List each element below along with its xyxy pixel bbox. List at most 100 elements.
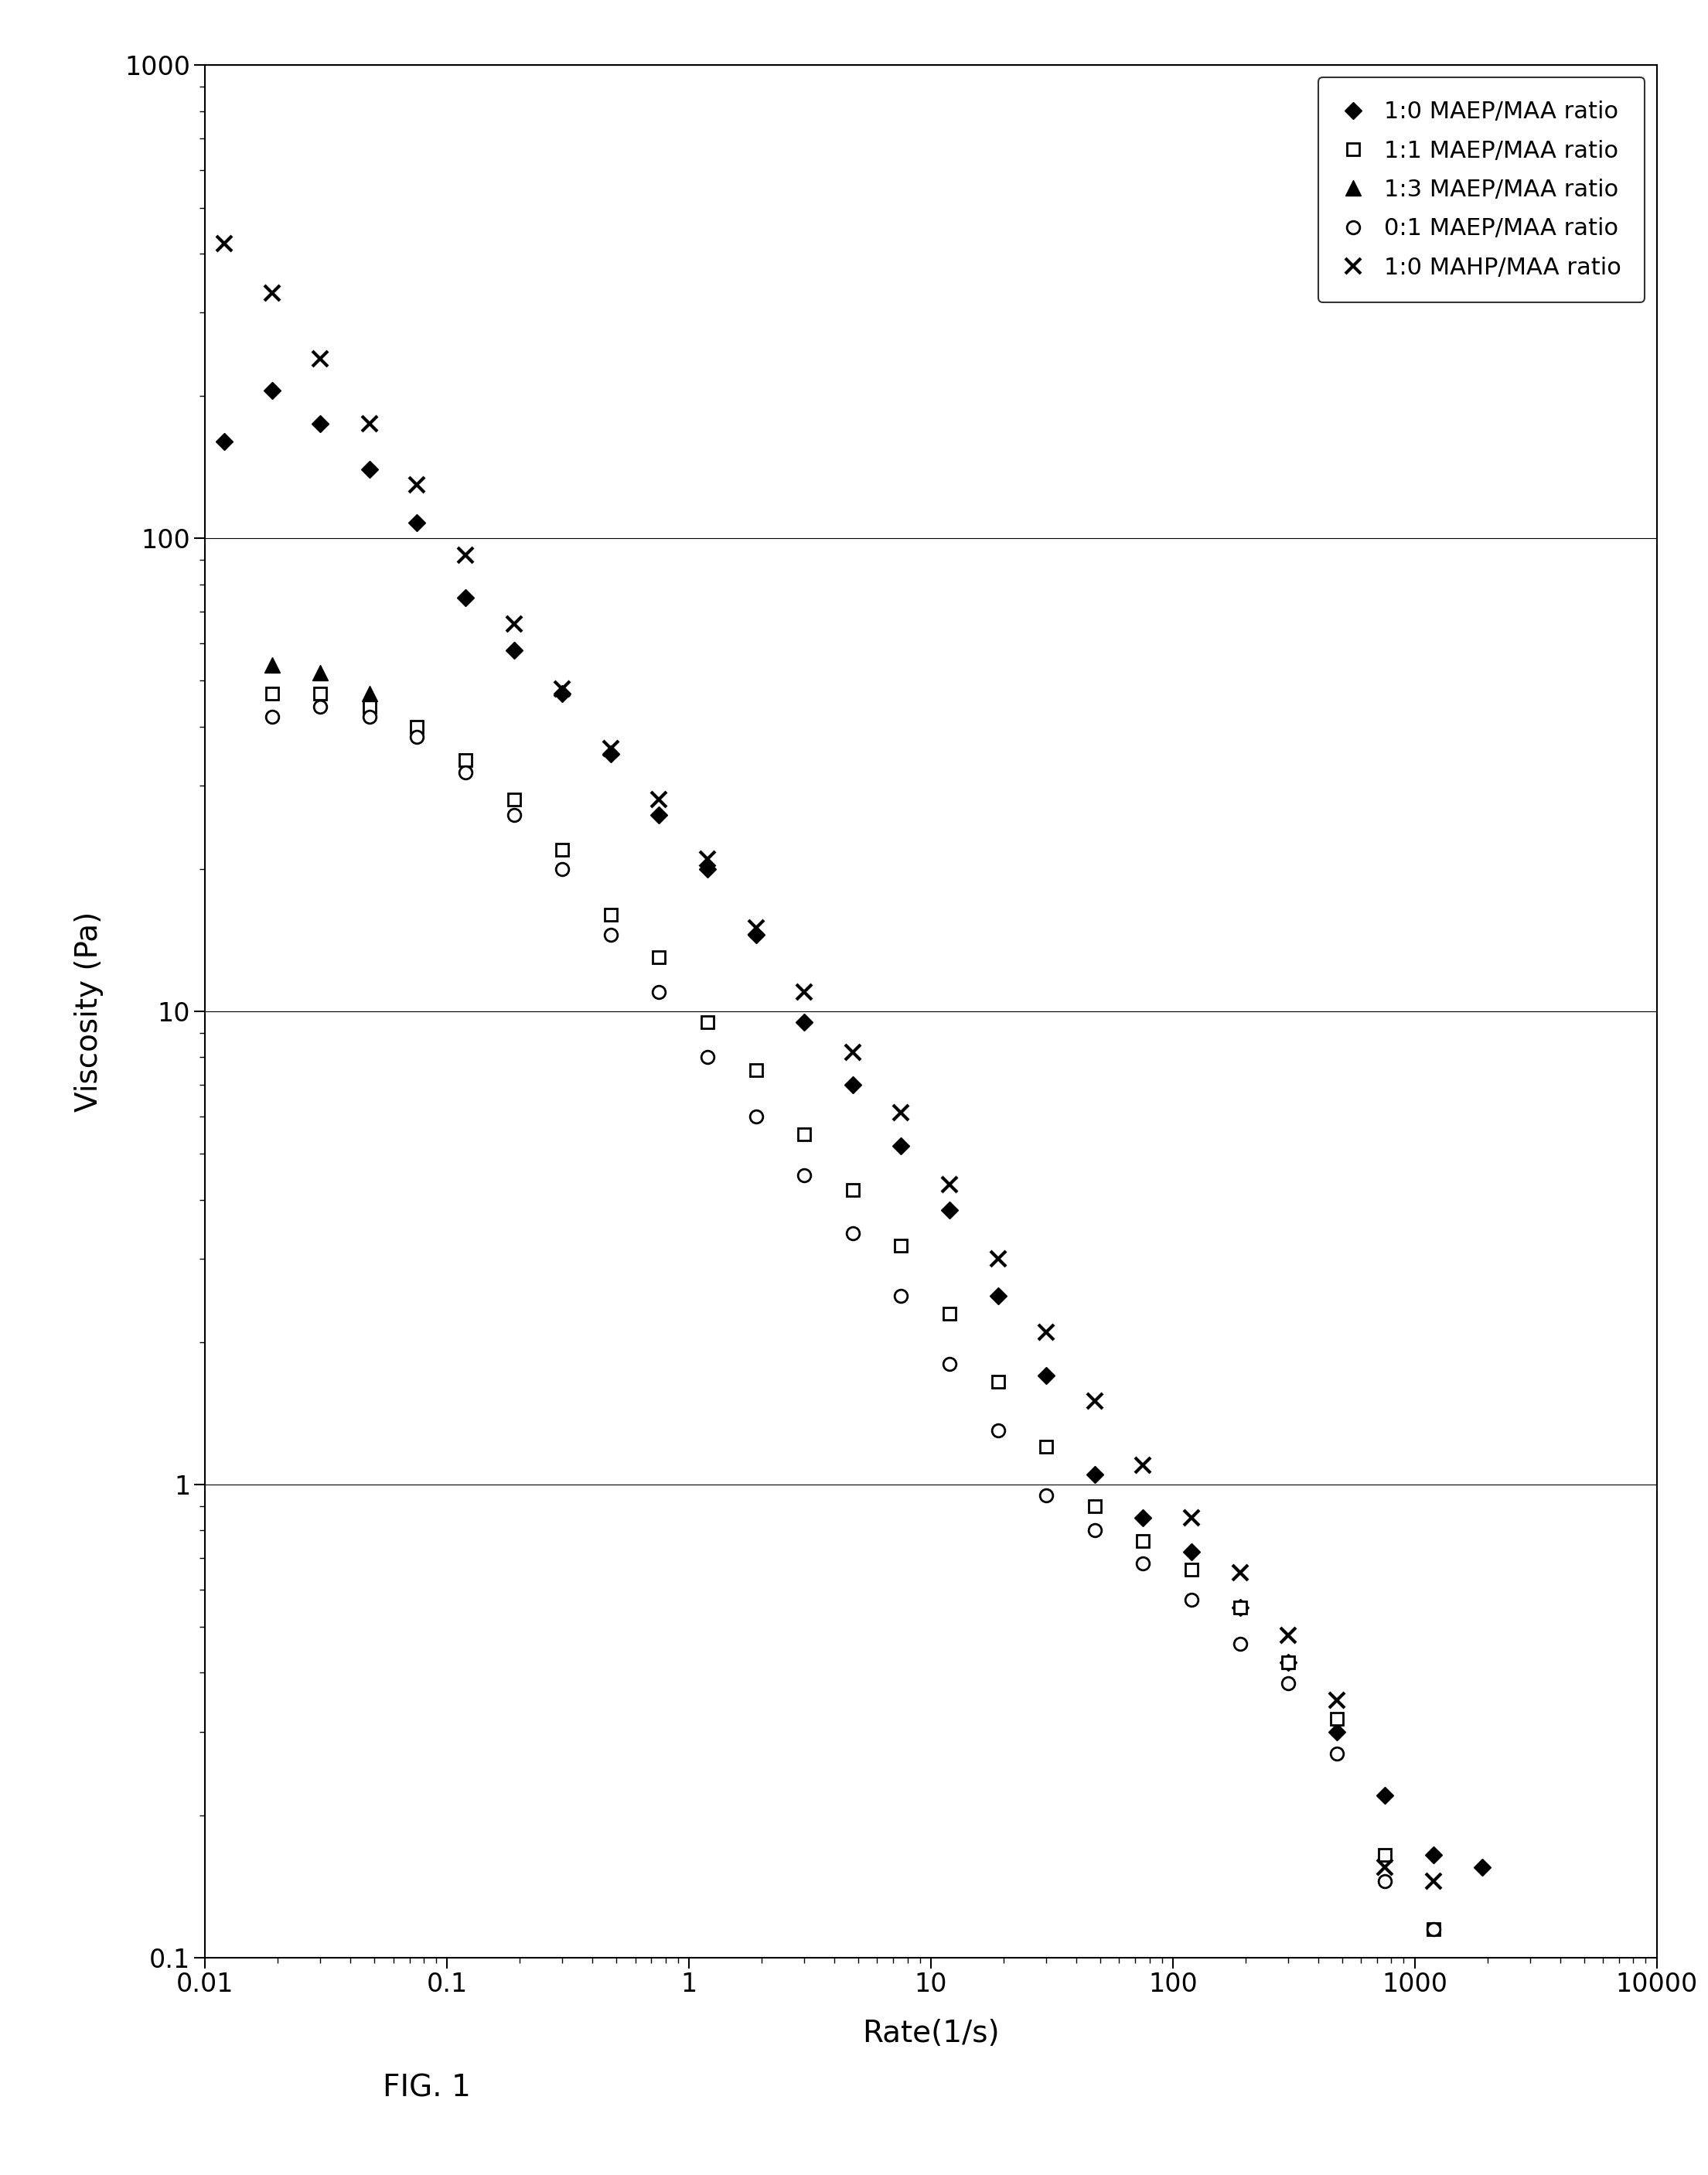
Line: 1:3 MAEP/MAA ratio: 1:3 MAEP/MAA ratio <box>265 657 377 700</box>
0:1 MAEP/MAA ratio <box>987 1418 1008 1444</box>
1:0 MAHP/MAA ratio <box>504 611 524 637</box>
1:0 MAEP/MAA ratio <box>939 1196 960 1222</box>
1:0 MAEP/MAA ratio <box>794 1009 815 1035</box>
1:0 MAHP/MAA ratio <box>1182 1505 1202 1531</box>
1:0 MAEP/MAA ratio <box>746 922 767 948</box>
1:1 MAEP/MAA ratio <box>1182 1557 1202 1583</box>
1:1 MAEP/MAA ratio <box>1375 1842 1395 1868</box>
1:1 MAEP/MAA ratio <box>1327 1705 1348 1731</box>
1:0 MAEP/MAA ratio <box>697 857 717 883</box>
Line: 0:1 MAEP/MAA ratio: 0:1 MAEP/MAA ratio <box>266 700 1440 1936</box>
1:0 MAHP/MAA ratio <box>794 979 815 1005</box>
Y-axis label: Viscosity (Pa): Viscosity (Pa) <box>73 911 102 1111</box>
1:0 MAHP/MAA ratio <box>360 411 381 437</box>
1:0 MAHP/MAA ratio <box>552 676 572 703</box>
0:1 MAEP/MAA ratio <box>1423 1916 1443 1942</box>
1:1 MAEP/MAA ratio <box>794 1120 815 1146</box>
0:1 MAEP/MAA ratio <box>552 857 572 883</box>
0:1 MAEP/MAA ratio <box>1230 1631 1250 1657</box>
1:1 MAEP/MAA ratio <box>1423 1916 1443 1942</box>
1:0 MAHP/MAA ratio <box>601 735 622 761</box>
0:1 MAEP/MAA ratio <box>311 694 331 720</box>
0:1 MAEP/MAA ratio <box>261 703 282 729</box>
1:0 MAEP/MAA ratio <box>649 803 670 829</box>
1:0 MAEP/MAA ratio <box>1037 1362 1057 1388</box>
1:1 MAEP/MAA ratio <box>311 681 331 707</box>
1:0 MAHP/MAA ratio <box>649 787 670 813</box>
Line: 1:1 MAEP/MAA ratio: 1:1 MAEP/MAA ratio <box>266 687 1440 1936</box>
1:1 MAEP/MAA ratio <box>601 903 622 929</box>
1:1 MAEP/MAA ratio <box>1085 1492 1105 1518</box>
1:1 MAEP/MAA ratio <box>504 787 524 813</box>
0:1 MAEP/MAA ratio <box>1375 1868 1395 1894</box>
0:1 MAEP/MAA ratio <box>1182 1588 1202 1614</box>
1:3 MAEP/MAA ratio <box>261 652 282 679</box>
0:1 MAEP/MAA ratio <box>746 1103 767 1129</box>
0:1 MAEP/MAA ratio <box>504 803 524 829</box>
1:0 MAHP/MAA ratio <box>454 542 475 568</box>
0:1 MAEP/MAA ratio <box>1085 1518 1105 1544</box>
1:1 MAEP/MAA ratio <box>987 1368 1008 1394</box>
1:1 MAEP/MAA ratio <box>261 681 282 707</box>
0:1 MAEP/MAA ratio <box>794 1161 815 1188</box>
0:1 MAEP/MAA ratio <box>454 759 475 785</box>
1:0 MAEP/MAA ratio <box>1132 1505 1153 1531</box>
1:0 MAHP/MAA ratio <box>697 846 717 872</box>
0:1 MAEP/MAA ratio <box>939 1351 960 1377</box>
1:0 MAHP/MAA ratio <box>1037 1318 1057 1344</box>
1:1 MAEP/MAA ratio <box>1278 1649 1298 1675</box>
1:0 MAEP/MAA ratio <box>1375 1784 1395 1810</box>
1:0 MAHP/MAA ratio <box>939 1172 960 1198</box>
1:0 MAHP/MAA ratio <box>407 472 427 498</box>
1:1 MAEP/MAA ratio <box>454 746 475 772</box>
1:0 MAHP/MAA ratio <box>1375 1855 1395 1881</box>
1:0 MAEP/MAA ratio <box>504 637 524 663</box>
1:1 MAEP/MAA ratio <box>892 1233 912 1259</box>
1:0 MAHP/MAA ratio <box>1132 1451 1153 1477</box>
1:1 MAEP/MAA ratio <box>939 1301 960 1327</box>
1:3 MAEP/MAA ratio <box>311 659 331 685</box>
1:0 MAHP/MAA ratio <box>261 281 282 307</box>
1:0 MAEP/MAA ratio <box>601 742 622 768</box>
1:0 MAHP/MAA ratio <box>746 916 767 942</box>
1:1 MAEP/MAA ratio <box>842 1177 863 1203</box>
1:1 MAEP/MAA ratio <box>1230 1594 1250 1620</box>
1:0 MAEP/MAA ratio <box>311 411 331 437</box>
1:0 MAEP/MAA ratio <box>987 1283 1008 1309</box>
1:0 MAHP/MAA ratio <box>214 231 234 257</box>
1:0 MAEP/MAA ratio <box>454 585 475 611</box>
1:0 MAHP/MAA ratio <box>1278 1623 1298 1649</box>
0:1 MAEP/MAA ratio <box>649 979 670 1005</box>
1:0 MAHP/MAA ratio <box>1085 1388 1105 1414</box>
1:0 MAEP/MAA ratio <box>1423 1842 1443 1868</box>
1:1 MAEP/MAA ratio <box>552 837 572 863</box>
1:0 MAEP/MAA ratio <box>1182 1540 1202 1566</box>
1:0 MAHP/MAA ratio <box>311 346 331 372</box>
1:1 MAEP/MAA ratio <box>407 713 427 740</box>
1:1 MAEP/MAA ratio <box>360 694 381 720</box>
1:0 MAHP/MAA ratio <box>892 1101 912 1127</box>
1:0 MAEP/MAA ratio <box>214 428 234 455</box>
1:0 MAEP/MAA ratio <box>1278 1649 1298 1675</box>
0:1 MAEP/MAA ratio <box>1278 1670 1298 1696</box>
0:1 MAEP/MAA ratio <box>1327 1740 1348 1766</box>
Line: 1:0 MAEP/MAA ratio: 1:0 MAEP/MAA ratio <box>219 385 1488 1873</box>
0:1 MAEP/MAA ratio <box>842 1220 863 1246</box>
1:0 MAEP/MAA ratio <box>261 378 282 405</box>
1:0 MAEP/MAA ratio <box>552 681 572 707</box>
0:1 MAEP/MAA ratio <box>360 703 381 729</box>
1:0 MAEP/MAA ratio <box>842 1072 863 1098</box>
1:0 MAEP/MAA ratio <box>892 1133 912 1159</box>
0:1 MAEP/MAA ratio <box>892 1283 912 1309</box>
0:1 MAEP/MAA ratio <box>697 1044 717 1070</box>
Text: FIG. 1: FIG. 1 <box>383 2073 471 2103</box>
1:0 MAHP/MAA ratio <box>842 1040 863 1066</box>
1:3 MAEP/MAA ratio <box>360 681 381 707</box>
1:0 MAEP/MAA ratio <box>1472 1855 1493 1881</box>
1:0 MAEP/MAA ratio <box>360 457 381 483</box>
1:0 MAEP/MAA ratio <box>407 509 427 535</box>
1:1 MAEP/MAA ratio <box>746 1057 767 1083</box>
1:1 MAEP/MAA ratio <box>649 944 670 970</box>
1:0 MAHP/MAA ratio <box>1230 1559 1250 1586</box>
0:1 MAEP/MAA ratio <box>1037 1481 1057 1507</box>
